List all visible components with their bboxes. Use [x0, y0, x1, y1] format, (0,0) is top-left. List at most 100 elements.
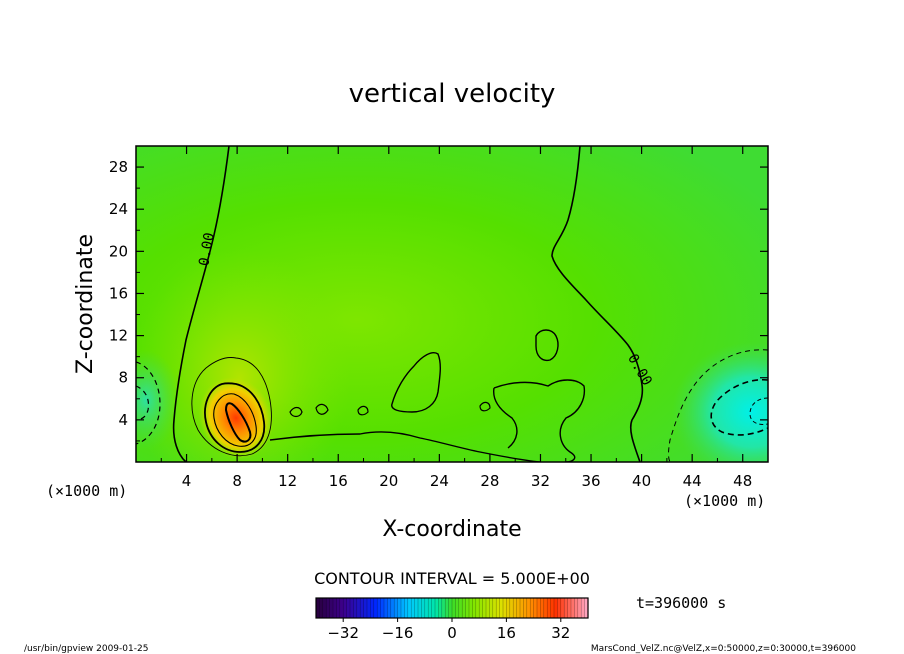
- colorbar-segment: [353, 598, 358, 618]
- y-axis: 4 8 12 16 20 24 28: [109, 158, 768, 442]
- colorbar-segment: [489, 598, 494, 618]
- downdraft-contour-right-5: [668, 349, 768, 462]
- colorbar-segment: [377, 598, 382, 618]
- colorbar-segment: [333, 598, 337, 618]
- y-tick-label: 4: [118, 411, 128, 429]
- colorbar-segment: [407, 598, 412, 618]
- colorbar-segment: [322, 598, 327, 618]
- colorbar-segment: [435, 598, 439, 618]
- y-tick-label: 12: [109, 327, 128, 345]
- colorbar-segment: [516, 598, 521, 618]
- x-tick-label: 12: [278, 472, 297, 490]
- x-tick-label: 36: [581, 472, 600, 490]
- colorbar-segment: [530, 598, 535, 618]
- colorbar-segment: [571, 598, 575, 618]
- colorbar-segment: [577, 598, 582, 618]
- colorbar-segment: [445, 598, 450, 618]
- x-tick-label: 16: [329, 472, 348, 490]
- colorbar-segment: [547, 598, 552, 618]
- zero-contour-loop-2: [535, 329, 559, 362]
- colorbar-segment: [533, 598, 538, 618]
- x-tick-label: 32: [531, 472, 550, 490]
- colorbar-segment: [356, 598, 361, 618]
- x-tick-label: 44: [683, 472, 702, 490]
- downdraft-contour-left: [136, 361, 161, 445]
- colorbar-segment: [574, 598, 579, 618]
- colorbar-segment: [329, 598, 334, 618]
- y-unit-label: (×1000 m): [684, 492, 765, 510]
- colorbar-segment: [360, 598, 365, 618]
- downdraft-shading-right: [672, 342, 768, 462]
- updraft-halo: [136, 248, 350, 462]
- colorbar-segment: [319, 598, 324, 618]
- colorbar-segment: [373, 598, 378, 618]
- x-tick-label: 4: [182, 472, 192, 490]
- colorbar-segment: [346, 598, 351, 618]
- time-label: t=396000 s: [636, 594, 726, 612]
- colorbar-segment: [540, 598, 545, 618]
- y-tick-label: 28: [109, 158, 128, 176]
- x-tick-label: 28: [480, 472, 499, 490]
- colorbar-segment: [343, 598, 348, 618]
- colorbar-segment: [411, 598, 416, 618]
- colorbar-segment: [421, 598, 426, 618]
- zero-contour-small-cells: [289, 401, 491, 418]
- colorbar-segment: [486, 598, 490, 618]
- colorbar-segment: [472, 598, 477, 618]
- colorbar-segment: [503, 598, 507, 618]
- colorbar-segment: [584, 598, 589, 618]
- colorbar-segment: [520, 598, 524, 618]
- y-tick-label: 8: [118, 369, 128, 387]
- colorbar-segment: [482, 598, 487, 618]
- colorbar-segment: [428, 598, 433, 618]
- x-tick-label: 40: [632, 472, 651, 490]
- colorbar-segment: [496, 598, 501, 618]
- colorbar-segment: [384, 598, 388, 618]
- colorbar-segment: [543, 598, 548, 618]
- colorbar-segment: [506, 598, 511, 618]
- chart-title: vertical velocity: [349, 79, 556, 109]
- colorbar-segment: [367, 598, 371, 618]
- colorbar-segment: [326, 598, 331, 618]
- colorbar-segment: [414, 598, 419, 618]
- zero-contour-lower: [269, 431, 541, 462]
- downdraft-shading-left: [136, 350, 180, 450]
- colorbar-segment: [452, 598, 456, 618]
- colorbar-segment: [465, 598, 470, 618]
- contour-label-left: 0.00: [196, 231, 218, 267]
- updraft-contour-5: [191, 357, 272, 457]
- contour-interval-text: CONTOUR INTERVAL = 5.000E+00: [314, 569, 590, 588]
- colorbar: [315, 598, 589, 618]
- contour-lines: [136, 146, 768, 462]
- colorbar-segment: [554, 598, 558, 618]
- colorbar-segment: [475, 598, 480, 618]
- colorbar-segment: [438, 598, 443, 618]
- colorbar-segment: [363, 598, 368, 618]
- colorbar-segment: [499, 598, 504, 618]
- colorbar-segment: [404, 598, 409, 618]
- colorbar-segment: [394, 598, 399, 618]
- colorbar-segment: [509, 598, 514, 618]
- x-tick-label: 24: [430, 472, 449, 490]
- x-axis: 4 8 12 16 20 24 28 32 36 40 44 48: [160, 146, 752, 490]
- downdraft-contour-right-15: [749, 397, 768, 425]
- colorbar-segment: [380, 598, 385, 618]
- x-tick-label: 8: [232, 472, 242, 490]
- colorbar-segment: [557, 598, 562, 618]
- colorbar-segment: [350, 598, 354, 618]
- updraft-contour-20: [224, 402, 252, 443]
- colorbar-segment: [526, 598, 531, 618]
- colorbar-segment: [336, 598, 341, 618]
- colorbar-segment: [431, 598, 436, 618]
- x-unit-label: (×1000 m): [46, 482, 127, 500]
- colorbar-segment: [537, 598, 541, 618]
- x-axis-label: X-coordinate: [382, 517, 521, 542]
- colorbar-segment: [550, 598, 555, 618]
- x-tick-label: 48: [733, 472, 752, 490]
- colorbar-tick-label: 16: [497, 624, 516, 642]
- plot-area: [136, 146, 768, 462]
- colorbar-tick-label: 32: [551, 624, 570, 642]
- colorbar-segment: [401, 598, 405, 618]
- colorbar-tick-label: 0: [447, 624, 457, 642]
